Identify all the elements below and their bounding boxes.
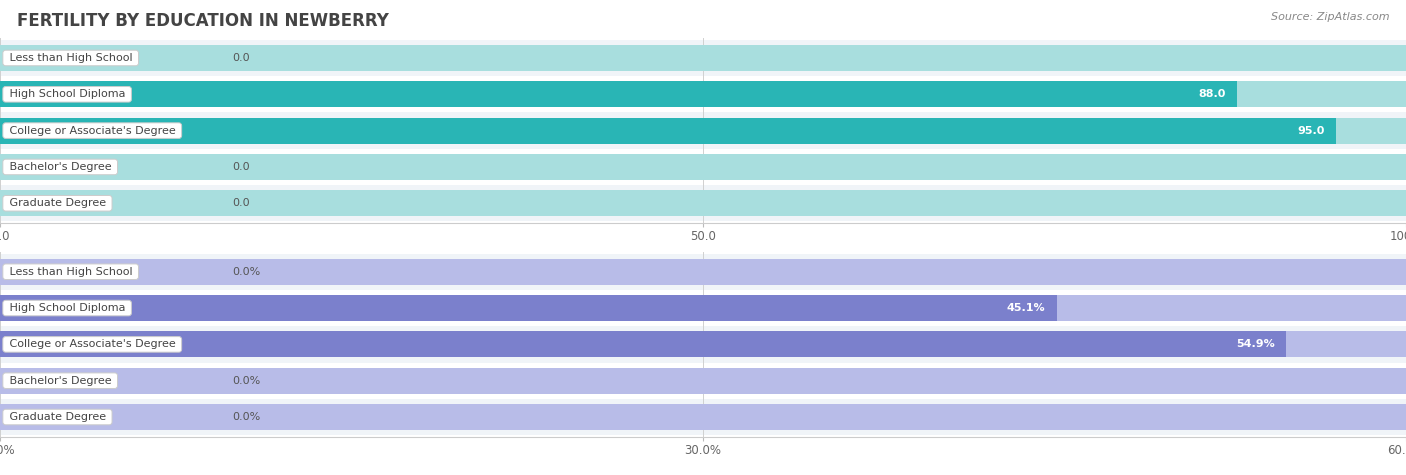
Text: FERTILITY BY EDUCATION IN NEWBERRY: FERTILITY BY EDUCATION IN NEWBERRY: [17, 12, 388, 30]
Text: Bachelor's Degree: Bachelor's Degree: [6, 162, 115, 172]
Bar: [0, 326, 1406, 362]
Text: 0.0%: 0.0%: [232, 376, 260, 386]
Bar: [0, 368, 1406, 394]
Text: Source: ZipAtlas.com: Source: ZipAtlas.com: [1271, 12, 1389, 22]
Text: Graduate Degree: Graduate Degree: [6, 198, 110, 208]
Bar: [0, 295, 1057, 321]
Text: College or Associate's Degree: College or Associate's Degree: [6, 339, 179, 350]
Text: 0.0%: 0.0%: [232, 267, 260, 277]
Bar: [0, 45, 1406, 71]
Bar: [0, 331, 1286, 358]
Text: 0.0%: 0.0%: [232, 412, 260, 422]
Bar: [0, 259, 1406, 285]
Text: College or Associate's Degree: College or Associate's Degree: [6, 125, 179, 136]
Bar: [0, 331, 1406, 358]
Bar: [0, 81, 1406, 107]
Text: 0.0: 0.0: [232, 162, 250, 172]
Text: Bachelor's Degree: Bachelor's Degree: [6, 376, 115, 386]
Text: High School Diploma: High School Diploma: [6, 303, 128, 313]
Bar: [0, 117, 1336, 144]
Bar: [0, 254, 1406, 290]
Text: Less than High School: Less than High School: [6, 53, 136, 63]
Bar: [0, 399, 1406, 435]
Text: Less than High School: Less than High School: [6, 267, 136, 277]
Text: Graduate Degree: Graduate Degree: [6, 412, 110, 422]
Bar: [0, 40, 1406, 76]
Text: 0.0: 0.0: [232, 53, 250, 63]
Bar: [0, 117, 1406, 144]
Bar: [0, 362, 1406, 399]
Text: 45.1%: 45.1%: [1007, 303, 1046, 313]
Text: 88.0: 88.0: [1199, 89, 1226, 99]
Text: 0.0: 0.0: [232, 198, 250, 208]
Text: High School Diploma: High School Diploma: [6, 89, 128, 99]
Bar: [0, 290, 1406, 326]
Bar: [0, 404, 1406, 430]
Bar: [0, 295, 1406, 321]
Bar: [0, 154, 1406, 180]
Bar: [0, 113, 1406, 149]
Text: 54.9%: 54.9%: [1236, 339, 1275, 350]
Bar: [0, 185, 1406, 221]
Bar: [0, 190, 1406, 216]
Bar: [0, 149, 1406, 185]
Bar: [0, 76, 1406, 113]
Text: 95.0: 95.0: [1298, 125, 1324, 136]
Bar: [0, 81, 1237, 107]
